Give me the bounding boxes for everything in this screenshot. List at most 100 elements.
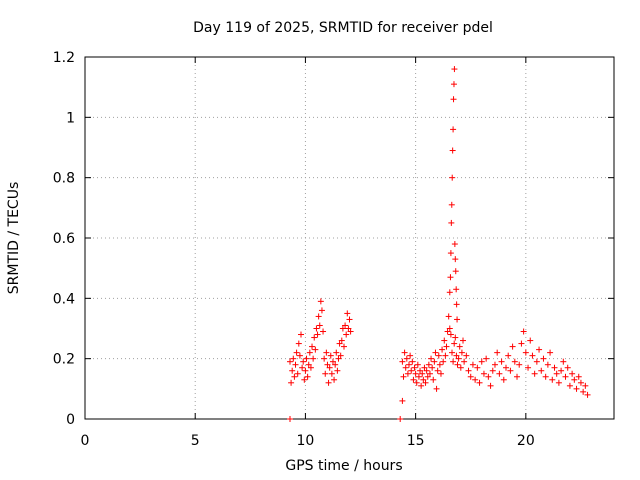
y-tick-label: 1.2 [53, 50, 75, 66]
data-point [480, 370, 487, 377]
data-point [423, 367, 430, 374]
data-point [566, 382, 573, 389]
data-point [553, 370, 560, 377]
data-point [564, 364, 571, 371]
data-point [429, 364, 436, 371]
data-point [449, 174, 456, 181]
data-point [538, 367, 545, 374]
x-tick-label: 0 [81, 433, 90, 449]
data-point [453, 352, 460, 359]
data-point [317, 298, 324, 305]
data-point [518, 340, 525, 347]
y-tick-label: 0.4 [53, 291, 75, 307]
data-point [306, 349, 313, 356]
data-point [509, 343, 516, 350]
x-tick-label: 15 [407, 433, 425, 449]
data-point [328, 370, 335, 377]
data-point [511, 358, 518, 365]
data-point [447, 331, 454, 338]
data-point [414, 361, 421, 368]
data-point [507, 367, 514, 374]
data-point [433, 385, 440, 392]
data-point [288, 379, 295, 386]
data-point [483, 355, 490, 362]
data-point [542, 373, 549, 380]
data-point [316, 322, 323, 329]
data-point [313, 325, 320, 332]
data-point [527, 337, 534, 344]
data-point [345, 325, 352, 332]
data-point [442, 352, 449, 359]
x-tick-label: 20 [517, 433, 535, 449]
data-point [453, 301, 460, 308]
data-point [342, 322, 349, 329]
data-point [461, 358, 468, 365]
data-point [406, 361, 413, 368]
data-point [417, 367, 424, 374]
ticks: 0 0.2 0.4 0.6 0.8 1 1.2 0 5 10 15 20 [53, 50, 614, 449]
data-point [419, 370, 426, 377]
data-point [498, 358, 505, 365]
data-point [454, 316, 461, 323]
data-point [314, 331, 321, 338]
data-point [439, 346, 446, 353]
data-point [478, 358, 485, 365]
y-tick-label: 0.2 [53, 352, 75, 368]
data-point [402, 364, 409, 371]
data-point [296, 352, 303, 359]
data-point [455, 355, 462, 362]
data-point [522, 349, 529, 356]
data-point [485, 373, 492, 380]
data-point [333, 349, 340, 356]
data-point [453, 286, 460, 293]
data-point [305, 361, 312, 368]
data-point [562, 373, 569, 380]
data-point [290, 355, 297, 362]
data-point [431, 358, 438, 365]
data-point [525, 364, 532, 371]
data-point [450, 126, 457, 133]
y-tick-label: 0 [66, 412, 75, 428]
data-point [415, 373, 422, 380]
data-point [346, 316, 353, 323]
data-point [403, 355, 410, 362]
data-point [514, 373, 521, 380]
data-point [467, 373, 474, 380]
data-point [454, 361, 461, 368]
data-point [491, 361, 498, 368]
data-point [420, 376, 427, 383]
data-point [465, 367, 472, 374]
data-point [447, 274, 454, 281]
data-point [411, 364, 418, 371]
data-point [340, 343, 347, 350]
y-axis-label: SRMTID / TECUs [6, 182, 22, 295]
data-point [489, 367, 496, 374]
data-point [421, 364, 428, 371]
data-point [312, 346, 319, 353]
data-point [449, 147, 456, 154]
data-point [397, 416, 404, 422]
data-point [337, 352, 344, 359]
data-point [311, 334, 318, 341]
data-point [310, 355, 317, 362]
data-point [446, 289, 453, 296]
data-point [440, 358, 447, 365]
data-point [326, 364, 333, 371]
data-point [450, 81, 457, 88]
data-point [505, 352, 512, 359]
data-point [289, 367, 296, 374]
data-point [555, 379, 562, 386]
data-point [286, 358, 293, 365]
data-point [533, 358, 540, 365]
data-point [291, 373, 298, 380]
data-point [452, 256, 459, 263]
x-tick-label: 10 [297, 433, 315, 449]
data-point [304, 373, 311, 380]
data-point [399, 397, 406, 404]
data-point [301, 376, 308, 383]
data-point [320, 328, 327, 335]
data-point [425, 361, 432, 368]
data-point [335, 355, 342, 362]
